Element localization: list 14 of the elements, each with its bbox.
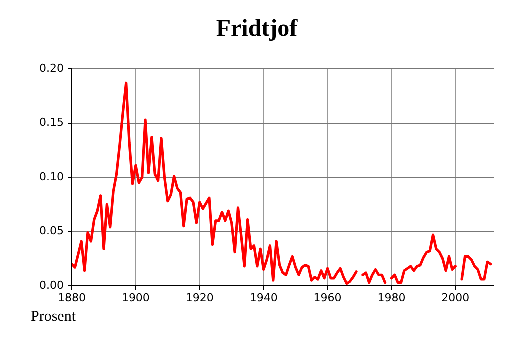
- x-tick-label: 1900: [122, 291, 150, 304]
- x-tick-label: 1880: [58, 291, 86, 304]
- x-tick-label: 1940: [250, 291, 278, 304]
- y-tick-label: 0.00: [40, 278, 64, 292]
- y-tick-label: 0.05: [40, 224, 64, 238]
- chart-title: Fridtjof: [215, 16, 299, 43]
- x-tick-label: 1920: [186, 291, 214, 304]
- y-tick-label: 0.15: [40, 116, 64, 130]
- x-tick-label: 1960: [314, 291, 342, 304]
- x-tick-label: 1980: [378, 291, 406, 304]
- y-tick-label: 0.10: [40, 170, 64, 184]
- y-axis-title: Prosent: [31, 309, 76, 326]
- y-tick-label: 0.20: [40, 62, 64, 75]
- x-tick-label: 2000: [442, 291, 470, 304]
